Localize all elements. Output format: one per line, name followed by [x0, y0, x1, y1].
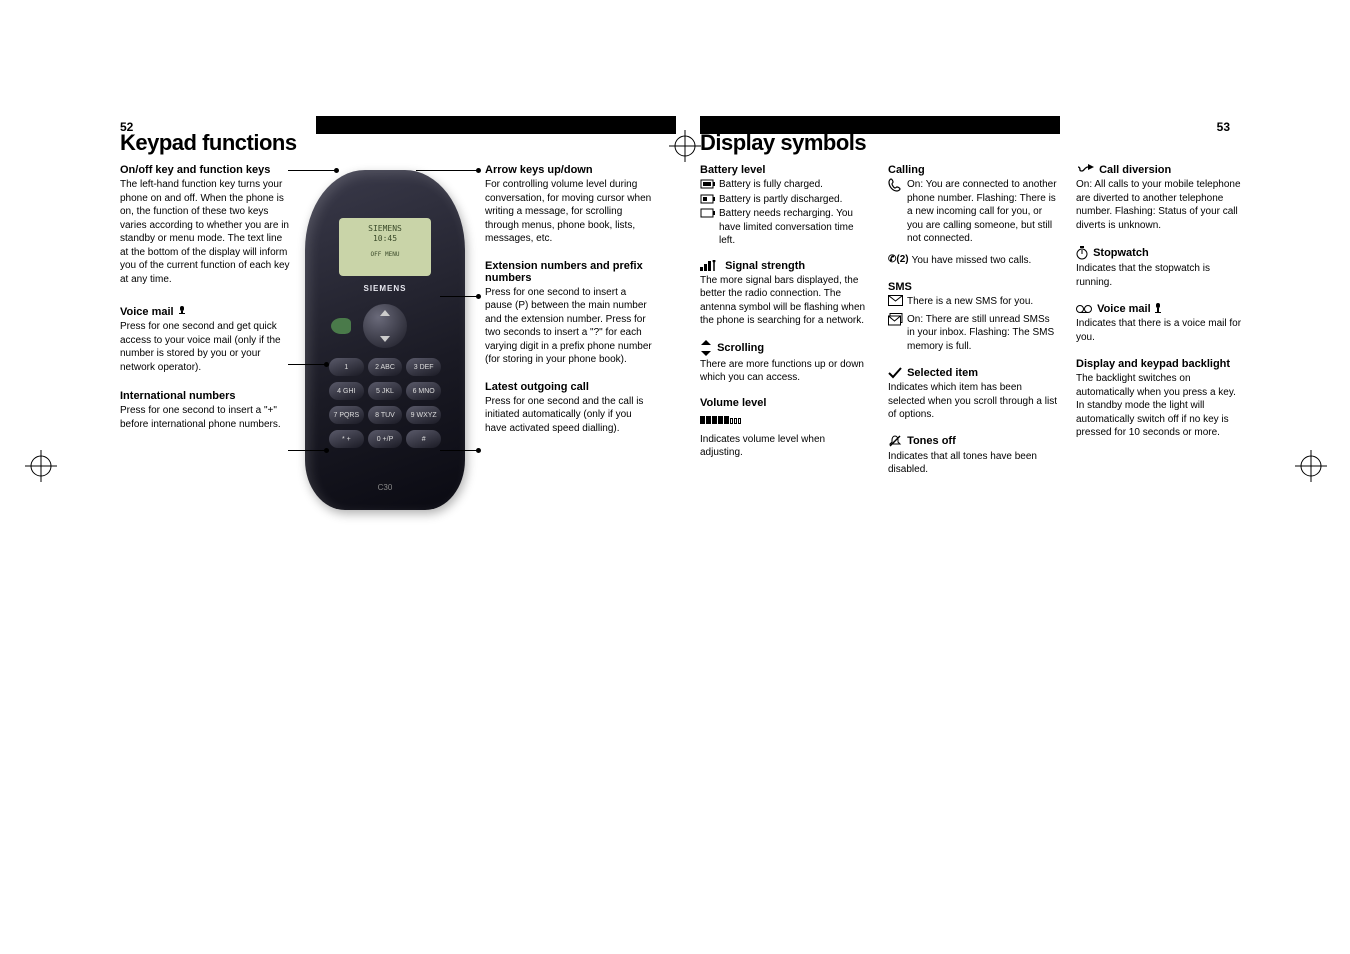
page-left: Keypad functions On/off key and function… [120, 130, 680, 850]
p-volume: Indicates volume level when adjusting. [700, 433, 870, 460]
key: 0 +/P [368, 430, 403, 448]
p-latest: Press for one second and the call is ini… [485, 395, 655, 436]
key: 1 [329, 358, 364, 376]
h-voicemail2: Voice mail [1076, 303, 1246, 315]
leader-ext [440, 296, 480, 297]
crop-right [1295, 450, 1327, 482]
row-sms-new: There is a new SMS for you. [888, 295, 1058, 309]
row-calling: On: You are connected to another phone n… [888, 178, 1058, 246]
volume-bars [700, 411, 870, 429]
key: * + [329, 430, 364, 448]
h-volume: Volume level [700, 397, 870, 409]
p-scroll: There are more functions up or down whic… [700, 358, 870, 385]
h-arrow: Arrow keys up/down [485, 164, 655, 176]
left-col1: On/off key and function keys The left-ha… [120, 164, 290, 435]
row-batt-full: Battery is fully charged. [700, 178, 870, 192]
p-onoff: The left-hand function key turns your ph… [120, 178, 290, 286]
check-icon [888, 367, 902, 379]
mic-icon [1154, 303, 1162, 315]
h-stopwatch: Stopwatch [1076, 246, 1246, 260]
h-diversion: Call diversion [1076, 164, 1246, 176]
p-voicemail2: Indicates that there is a voice mail for… [1076, 317, 1246, 344]
scroll-icon [700, 340, 712, 356]
p-backlight: The backlight switches on automatically … [1076, 372, 1246, 440]
phone-screen: SIEMENS 10:45 OFF MENU [339, 218, 431, 276]
stopwatch-icon [1076, 246, 1088, 260]
p-intl: Press for one second to insert a "+" bef… [120, 404, 290, 431]
h-selected: Selected item [888, 367, 1058, 379]
leader-voice [288, 364, 328, 365]
row-batt-low: Battery needs recharging. You have limit… [700, 207, 870, 248]
phone-illustration: SIEMENS 10:45 OFF MENU SIEMENS 1 2 ABC 3… [305, 170, 465, 510]
left-col2: Arrow keys up/down For controlling volum… [485, 164, 655, 439]
h-intl: International numbers [120, 390, 290, 402]
h-voicemail: Voice mail [120, 306, 290, 318]
leader-arrow [416, 170, 480, 171]
page-right: Display symbols Battery level Battery is… [700, 130, 1260, 850]
key: 6 MNO [406, 382, 441, 400]
title-display: Display symbols [700, 130, 1260, 156]
signal-icon [700, 260, 720, 272]
battery-half-icon [700, 193, 716, 205]
p-ext: Press for one second to insert a pause (… [485, 286, 655, 367]
leader-onoff [288, 170, 338, 171]
phone-keypad: 1 2 ABC 3 DEF 4 GHI 5 JKL 6 MNO 7 PQRS 8… [329, 358, 441, 448]
title-keypad: Keypad functions [120, 130, 680, 156]
phone-call-key [331, 318, 351, 334]
p-stopwatch: Indicates that the stopwatch is running. [1076, 262, 1246, 289]
h-onoff: On/off key and function keys [120, 164, 290, 176]
row-sms-mem: On: There are still unread SMSs in your … [888, 313, 1058, 354]
key: 7 PQRS [329, 406, 364, 424]
right-col2: Calling On: You are connected to another… [888, 164, 1058, 481]
p-tones: Indicates that all tones have been disab… [888, 450, 1058, 477]
h-scroll: Scrolling [700, 340, 870, 356]
key: 9 WXYZ [406, 406, 441, 424]
battery-full-icon [700, 178, 716, 190]
phone-icon [888, 178, 904, 192]
h-ext: Extension numbers and prefix numbers [485, 260, 655, 284]
p-arrow: For controlling volume level during conv… [485, 178, 655, 246]
h-battery: Battery level [700, 164, 870, 176]
p-diversion: On: All calls to your mobile telephone a… [1076, 178, 1246, 232]
right-col3: Call diversion On: All calls to your mob… [1076, 164, 1246, 444]
p-signal: The more signal bars displayed, the bett… [700, 274, 870, 328]
h-backlight: Display and keypad backlight [1076, 358, 1246, 370]
row-batt-half: Battery is partly discharged. [700, 193, 870, 207]
key: 4 GHI [329, 382, 364, 400]
envelope-icon [888, 295, 904, 306]
battery-low-icon [700, 207, 716, 219]
key: 2 ABC [368, 358, 403, 376]
voicemail-tape-icon [1076, 304, 1092, 314]
p-selected: Indicates which item has been selected w… [888, 381, 1058, 422]
h-latest: Latest outgoing call [485, 381, 655, 393]
key: 3 DEF [406, 358, 441, 376]
missed-call-icon: ✆(2) [888, 254, 909, 265]
phone-brand: SIEMENS [305, 284, 465, 293]
h-sms: SMS [888, 281, 1058, 293]
diversion-icon [1076, 164, 1094, 176]
phone-model: C30 [305, 483, 465, 492]
row-missed: ✆(2) You have missed two calls. [888, 254, 1058, 268]
leader-intl [288, 450, 328, 451]
right-col1: Battery level Battery is fully charged. … [700, 164, 870, 464]
p-voicemail: Press for one second and get quick acces… [120, 320, 290, 374]
leader-latest [440, 450, 480, 451]
crop-left [25, 450, 57, 482]
h-tones: Tones off [888, 434, 1058, 448]
phone-nav [363, 304, 407, 348]
envelope-stack-icon [888, 313, 904, 326]
h-calling: Calling [888, 164, 1058, 176]
voicemail-icon [177, 306, 187, 318]
bell-off-icon [888, 434, 902, 448]
key: 5 JKL [368, 382, 403, 400]
h-signal: Signal strength [700, 260, 870, 272]
key: 8 TUV [368, 406, 403, 424]
key: # [406, 430, 441, 448]
